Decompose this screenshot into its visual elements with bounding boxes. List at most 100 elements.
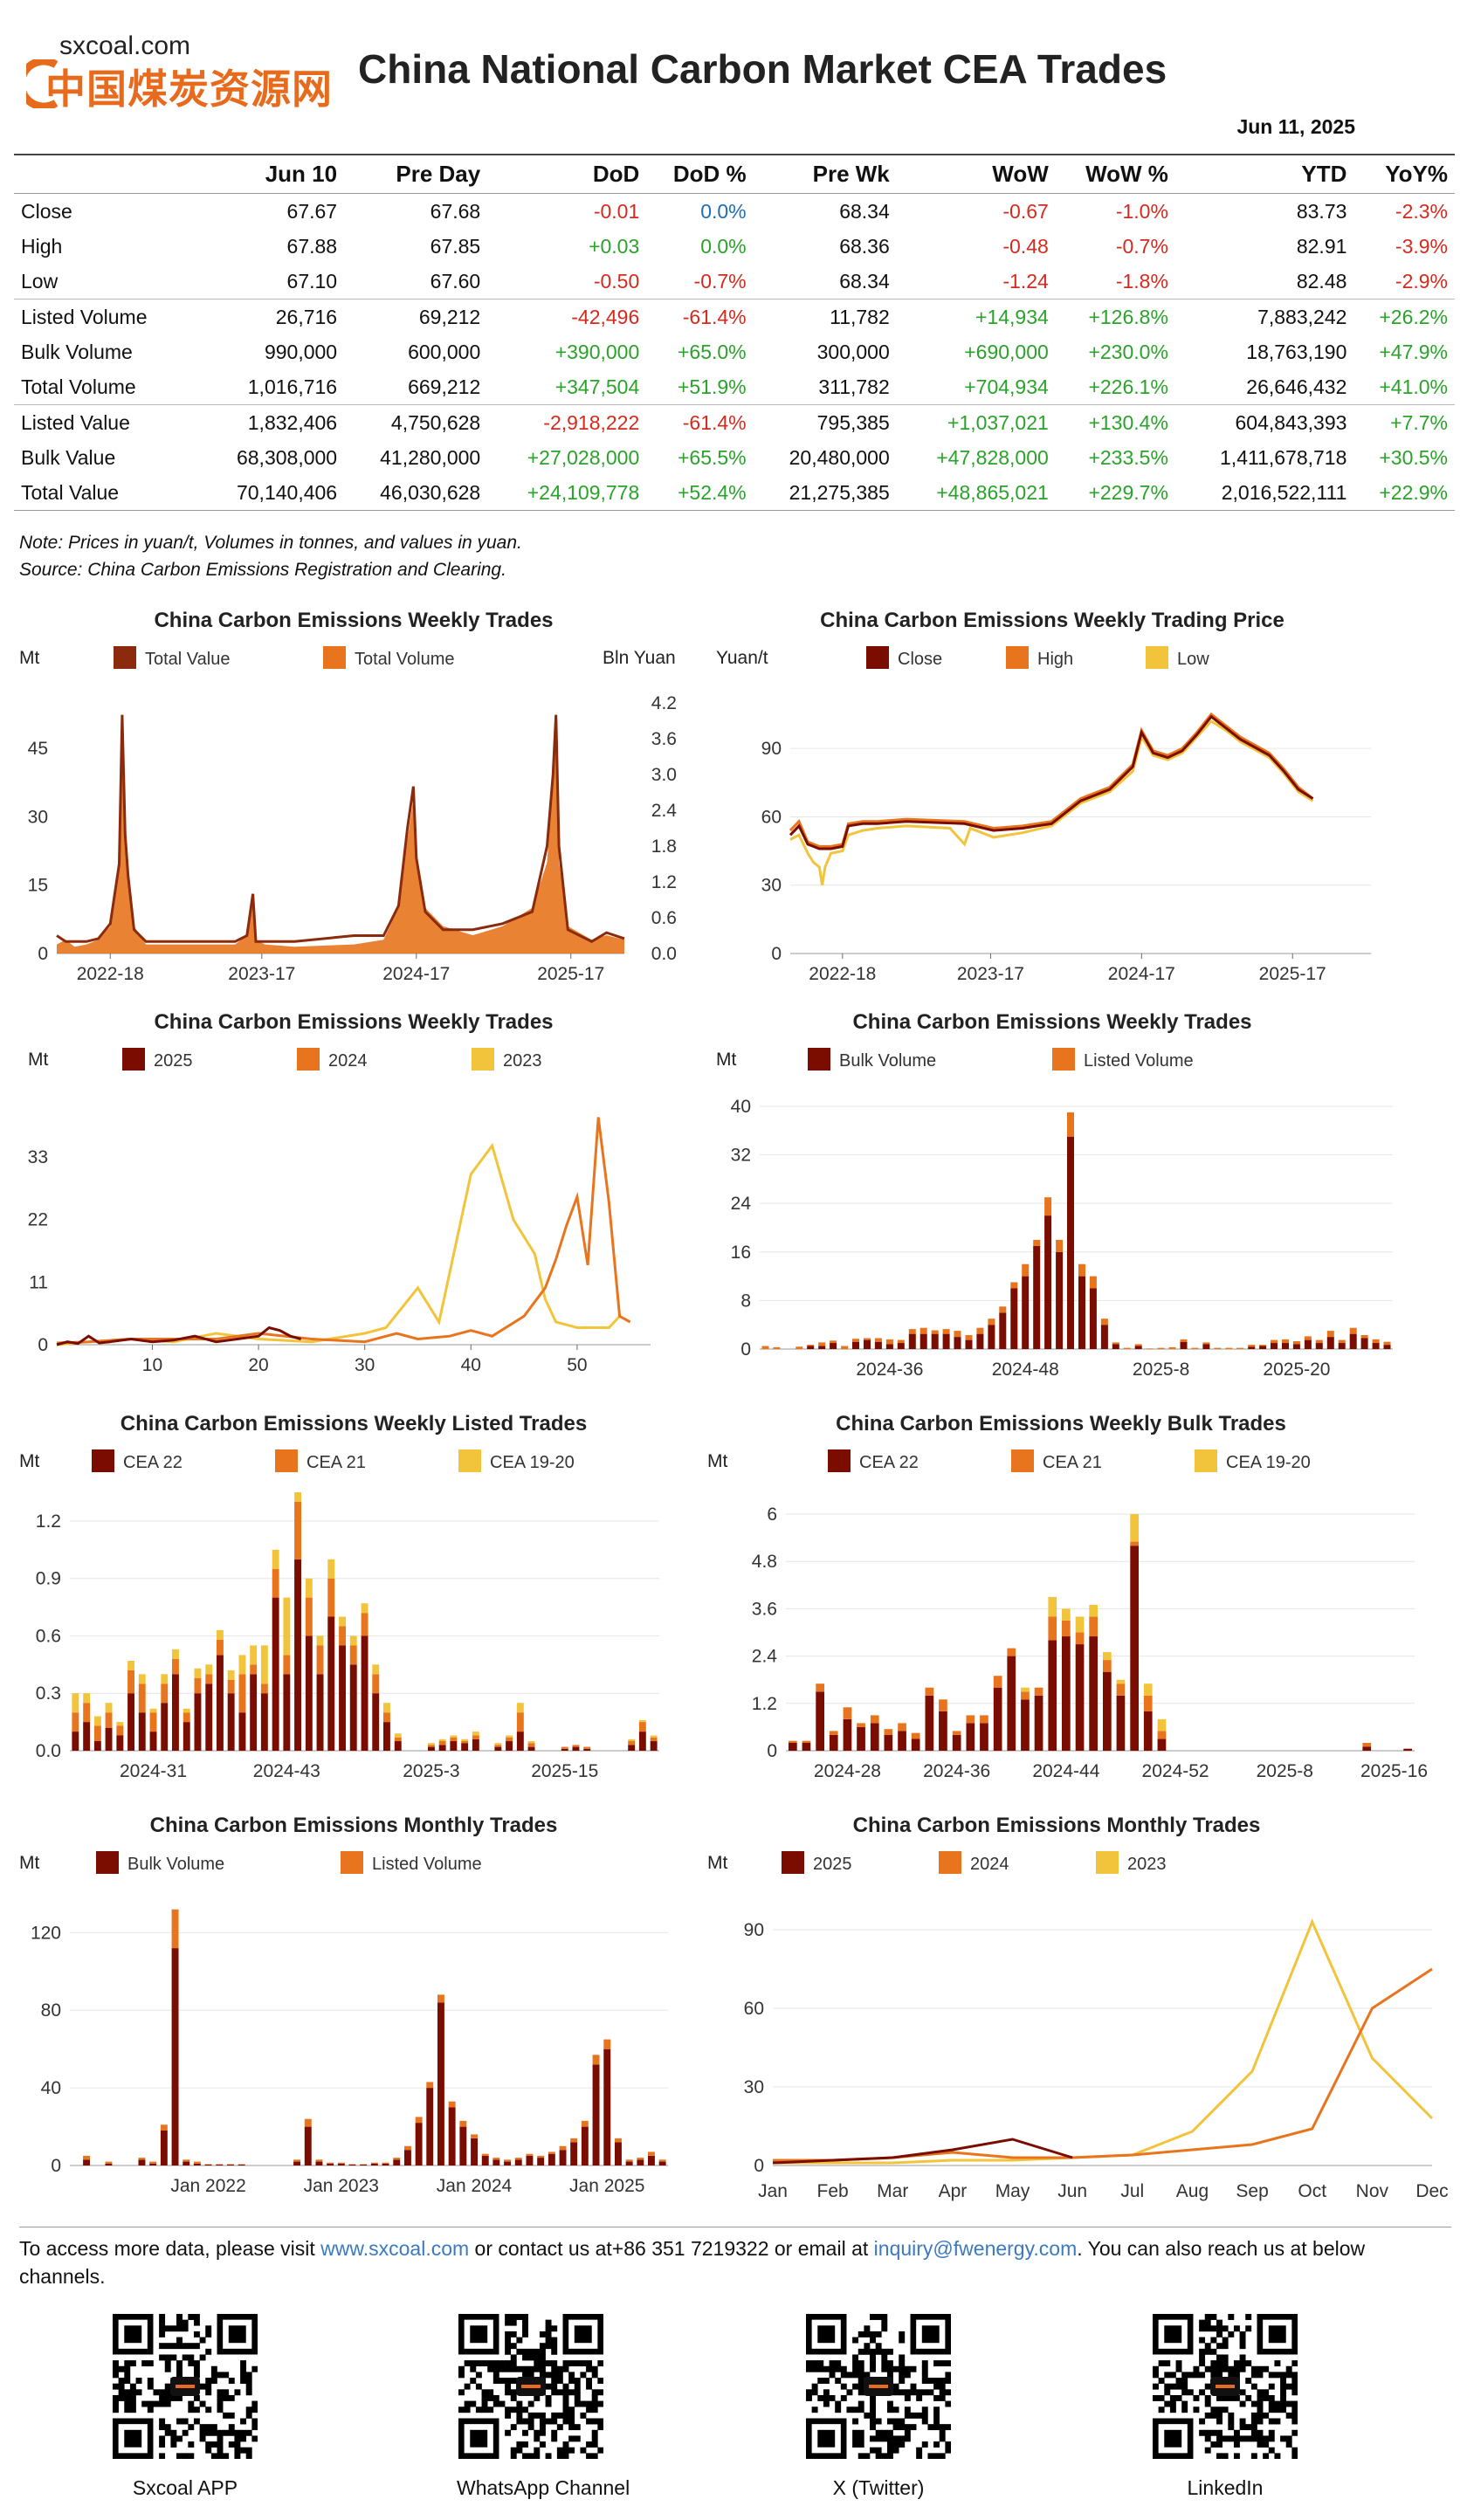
qr-module — [1158, 2360, 1165, 2367]
y-axis-unit: Yuan/t — [716, 648, 768, 668]
y-axis-unit: Mt — [716, 1050, 736, 1070]
qr-linkedin[interactable]: LinkedIn — [1151, 2314, 1299, 2500]
qr-module — [881, 2429, 888, 2436]
qr-module — [217, 2389, 224, 2396]
qr-module — [1164, 2389, 1171, 2396]
bar-bulk — [965, 1339, 973, 1349]
qr-module — [159, 2314, 166, 2320]
qr-module — [886, 2365, 893, 2372]
legend-swatch — [1052, 1048, 1075, 1071]
qr-module — [176, 2343, 183, 2350]
qr-module — [245, 2372, 252, 2379]
table-cell: 21,275,385 — [753, 475, 897, 511]
table-cell: Bulk Volume — [21, 340, 133, 363]
legend-label: Bulk Volume — [127, 1855, 224, 1874]
bar-bulk — [908, 1333, 916, 1349]
qr-module — [492, 2365, 499, 2372]
qr-module — [899, 2424, 906, 2431]
qr-module — [458, 2406, 465, 2413]
qr-module — [193, 2343, 200, 2350]
qr-x-twitter[interactable]: X (Twitter) — [804, 2314, 953, 2500]
qr-module — [527, 2418, 534, 2425]
bar-cea22 — [227, 1693, 235, 1751]
qr-module — [829, 2394, 836, 2401]
qr-finder — [817, 2325, 836, 2344]
qr-module — [1233, 2360, 1240, 2367]
qr-module — [1204, 2400, 1211, 2407]
bar-listed — [988, 1319, 995, 1325]
table-row: Total Volume 1,016,716 669,212 +347,504 +51.… — [14, 369, 1455, 405]
bar-cea21 — [1116, 1683, 1126, 1696]
bar-cea21 — [238, 1674, 246, 1713]
bar-cea22 — [72, 1732, 79, 1751]
x-tick-label: 2022-18 — [809, 964, 876, 984]
qr-module — [1228, 2372, 1235, 2379]
qr-module — [113, 2394, 119, 2401]
qr-module — [899, 2354, 906, 2361]
email-link[interactable]: inquiry@fwenergy.com — [873, 2237, 1078, 2260]
bar-cea22 — [516, 1732, 524, 1751]
qr-module — [1239, 2418, 1246, 2425]
qr-module — [1257, 2435, 1264, 2442]
qr-module — [1274, 2453, 1281, 2459]
bar-cea22 — [816, 1691, 824, 1751]
bar-listed — [581, 2120, 589, 2127]
table-cell: 67.68 — [430, 199, 481, 223]
y-tick-label: 0.0 — [36, 1741, 61, 1761]
x-tick-label: Jan 2025 — [569, 2176, 644, 2196]
qr-module — [852, 2429, 859, 2436]
table-cell: +47.9% — [1379, 340, 1448, 363]
table-cell: +41.0% — [1379, 375, 1448, 398]
qr-module — [881, 2348, 888, 2355]
qr-module — [534, 2348, 541, 2355]
bar-bulk — [504, 2161, 511, 2165]
x-tick-label: Apr — [939, 2181, 968, 2201]
qr-module — [1204, 2429, 1211, 2436]
qr-whatsapp-channel[interactable]: WhatsApp Channel — [457, 2314, 630, 2500]
contact-footer: To access more data, please visit www.sx… — [19, 2227, 1451, 2290]
bar-cea1920 — [461, 1739, 469, 1741]
qr-module — [124, 2360, 131, 2367]
qr-module — [1233, 2394, 1240, 2401]
website-link[interactable]: www.sxcoal.com — [320, 2237, 470, 2260]
bar-cea21 — [939, 1699, 947, 1711]
bar-cea21 — [149, 1712, 157, 1732]
qr-module — [510, 2343, 517, 2350]
column-header: WoW — [896, 154, 1056, 194]
qr-module — [223, 2389, 230, 2396]
bar-listed — [548, 2152, 555, 2154]
qr-module — [586, 2453, 593, 2459]
bar-listed — [999, 1306, 1007, 1313]
bar-cea22 — [205, 1683, 213, 1751]
bar-cea21 — [583, 1746, 591, 1749]
bar-listed — [1100, 1319, 1108, 1325]
qr-module — [522, 2331, 528, 2338]
qr-module — [522, 2418, 528, 2425]
bar-cea1920 — [217, 1629, 224, 1640]
qr-module — [921, 2365, 928, 2372]
table-row: Low 67.10 67.60 -0.50 -0.7% 68.34 -1.24 -1.8% 82… — [14, 264, 1455, 300]
legend-label: Low — [1177, 650, 1209, 669]
bar-cea21 — [294, 1502, 301, 1560]
qr-module — [539, 2343, 546, 2350]
bar-bulk — [818, 1346, 826, 1349]
qr-code-icon — [1153, 2314, 1298, 2459]
qr-module — [892, 2447, 899, 2454]
qr-module — [240, 2429, 247, 2436]
qr-module — [1222, 2354, 1229, 2361]
bar-cea21 — [450, 1737, 458, 1742]
qr-module — [159, 2325, 166, 2332]
bar-cea1920 — [472, 1732, 479, 1736]
bar-listed — [382, 2162, 389, 2164]
bar-listed — [393, 2158, 401, 2160]
bar-cea21 — [527, 1743, 535, 1747]
table-cell: +130.4% — [1055, 404, 1175, 440]
qr-module — [118, 2365, 125, 2372]
bar-cea1920 — [1157, 1718, 1167, 1732]
qr-module — [1239, 2331, 1246, 2338]
x-tick-label: 50 — [567, 1355, 587, 1375]
qr-sxcoal-app[interactable]: Sxcoal APP — [111, 2314, 259, 2500]
qr-module — [892, 2406, 899, 2413]
bar-bulk — [448, 2107, 456, 2165]
table-cell: +48,865,021 — [896, 475, 1056, 511]
